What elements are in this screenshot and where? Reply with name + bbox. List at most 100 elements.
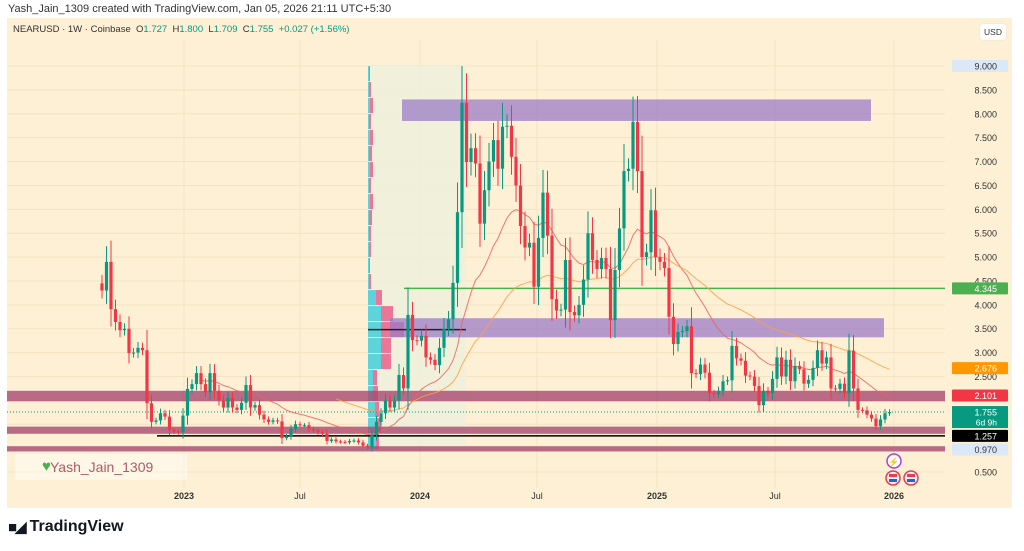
candle-up <box>541 192 545 238</box>
candle-up <box>226 397 230 408</box>
y-axis-tick-label: 6.000 <box>974 205 997 215</box>
flag-stripe <box>907 474 915 477</box>
volume-profile-down-bar <box>375 402 379 418</box>
candle-down <box>424 335 428 358</box>
candle-down <box>280 421 284 439</box>
candle-down <box>334 439 338 442</box>
candle-down <box>109 261 113 310</box>
y-axis-tick-label: 4.500 <box>974 276 997 286</box>
candle-down <box>217 390 221 401</box>
candle-up <box>131 352 136 354</box>
candle-down <box>127 328 131 354</box>
candle-up <box>379 413 383 422</box>
ema-fast-price-label-box <box>952 389 1008 402</box>
candle-down <box>689 326 694 374</box>
symbol-name[interactable]: NEARUSD · 1W · Coinbase <box>13 24 131 35</box>
y-axis-tick-label: 7.000 <box>974 157 997 167</box>
volume-profile-down-bar <box>376 418 381 434</box>
candle-up <box>437 347 442 366</box>
high-value-label: 9.000 <box>974 62 997 72</box>
pink-zone <box>7 390 945 402</box>
candle-up <box>271 420 275 422</box>
candle-down <box>545 192 550 236</box>
candle-up <box>613 269 617 321</box>
volume-profile-down-bar <box>369 82 371 98</box>
candle-up <box>284 436 289 439</box>
volume-profile-up-bar <box>368 114 369 130</box>
candle-up <box>811 367 815 380</box>
candle-up <box>392 400 397 408</box>
candle-down <box>415 340 419 342</box>
candle-down <box>496 140 500 169</box>
candle-down <box>163 413 167 417</box>
candle-up <box>559 309 563 311</box>
candle-up <box>446 319 451 329</box>
candle-up <box>397 375 401 401</box>
candle-down <box>608 269 613 321</box>
y-axis-tick-label: 7.500 <box>974 133 997 143</box>
candle-up <box>527 242 532 248</box>
chart-credit: Yash_Jain_1309 created with TradingView.… <box>8 3 392 15</box>
bar-countdown-label: 6d 9h <box>976 418 998 428</box>
candle-up <box>347 440 352 443</box>
candle-down <box>140 347 145 351</box>
candle-down <box>694 373 698 375</box>
volume-profile-up-bar <box>368 418 376 434</box>
candle-up <box>455 212 460 283</box>
tradingview-logo[interactable]: ■◢ TradingView <box>8 518 124 536</box>
candle-down <box>856 388 860 410</box>
volume-profile-down-bar <box>381 354 391 370</box>
x-axis-tick-label: Jul <box>531 491 543 501</box>
lightning-event-icon[interactable] <box>886 453 902 469</box>
candle-up <box>460 102 464 213</box>
candle-up <box>878 419 883 427</box>
volume-profile-up-bar <box>368 98 370 114</box>
candle-up <box>847 350 851 394</box>
us-flag-event-icon[interactable] <box>903 470 919 486</box>
candle-down <box>748 375 752 377</box>
candle-up <box>406 314 410 389</box>
candle-up <box>500 126 505 169</box>
candle-down <box>172 429 176 432</box>
candle-up <box>487 161 491 191</box>
us-flag-event-icon[interactable] <box>885 470 901 486</box>
change-value: +0.027 (+1.56%) <box>278 24 350 35</box>
candle-up <box>644 252 649 258</box>
x-axis-tick-label: Jul <box>294 491 306 501</box>
volume-profile-up-bar <box>368 178 369 194</box>
candle-down <box>820 350 824 364</box>
candle-up <box>730 345 734 381</box>
volume-profile-down-bar <box>369 210 372 226</box>
green-level-price-label-box <box>952 282 1008 295</box>
candle-down <box>568 259 572 313</box>
volume-profile-up-bar <box>368 66 369 82</box>
candle-up <box>770 378 775 394</box>
candle-down <box>325 433 329 441</box>
x-axis-tick-label: 2026 <box>884 491 904 501</box>
candle-down <box>149 403 154 422</box>
candle-down <box>410 314 415 341</box>
candle-up <box>815 350 820 368</box>
candle-up <box>838 383 842 389</box>
volume-profile-up-bar <box>368 402 375 418</box>
candle-up <box>577 304 581 316</box>
candle-down <box>712 393 716 395</box>
close-value: 1.755 <box>249 24 274 35</box>
green-heart-icon: ♥ <box>42 458 51 475</box>
candle-up <box>775 357 779 379</box>
ema-fast-line <box>200 209 890 436</box>
candle-up <box>685 326 689 332</box>
candle-down <box>221 400 226 408</box>
candle-up <box>505 125 509 127</box>
candle-up <box>185 388 190 416</box>
candle-down <box>590 233 595 260</box>
currency-button[interactable]: USD <box>980 24 1006 40</box>
candle-up <box>293 424 298 430</box>
candle-down <box>550 235 554 300</box>
candle-up <box>784 359 788 377</box>
candle-up <box>352 440 356 442</box>
volume-profile-down-bar <box>370 98 373 114</box>
ema-fast-price-label: 2.101 <box>974 391 997 401</box>
candle-down <box>595 259 599 270</box>
